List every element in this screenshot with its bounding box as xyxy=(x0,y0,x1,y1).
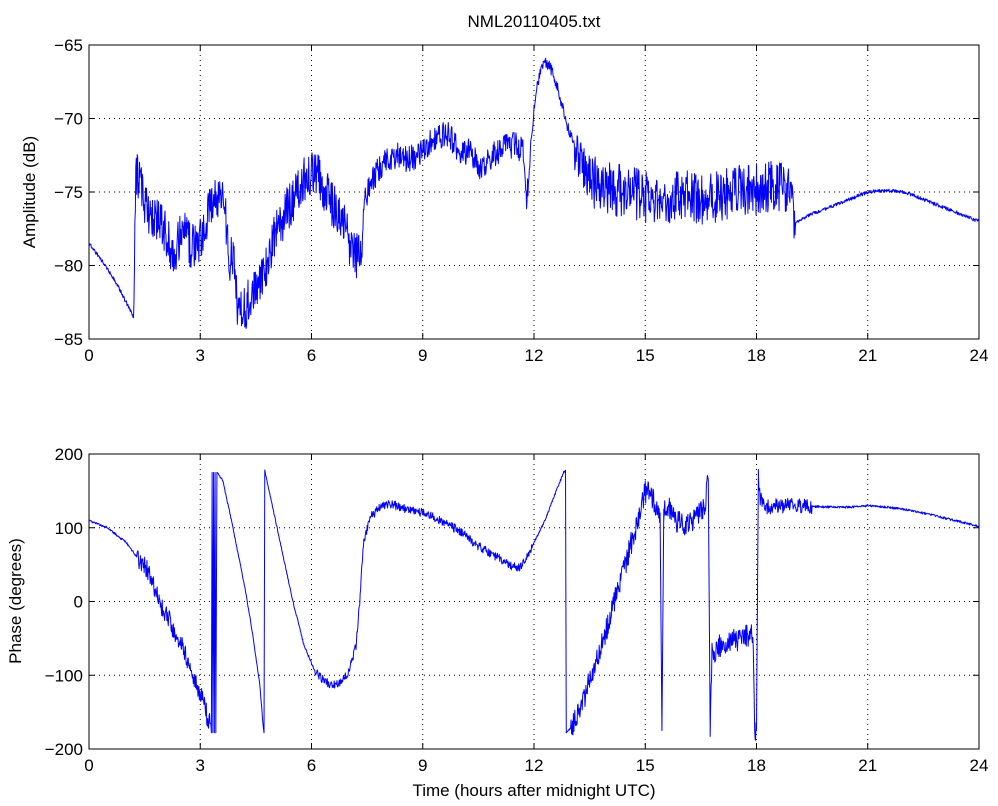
x-tick-label: 9 xyxy=(418,756,427,775)
amplitude-panel: NML20110405.txt 0 3 6 9 12 15 18 21 24 −85 −80 −75… xyxy=(20,12,988,365)
x-tick-label: 18 xyxy=(747,756,766,775)
x-tick-label: 3 xyxy=(196,346,205,365)
phase-y-axis-label: Phase (degrees) xyxy=(6,538,25,664)
y-tick-label: −75 xyxy=(54,183,83,202)
amplitude-y-axis-label: Amplitude (dB) xyxy=(20,136,39,248)
x-tick-label: 3 xyxy=(196,756,205,775)
y-tick-label: −100 xyxy=(45,666,83,685)
y-tick-label: 200 xyxy=(55,445,83,464)
x-tick-label: 0 xyxy=(84,756,93,775)
phase-plot-area xyxy=(88,468,980,741)
x-tick-label: 21 xyxy=(858,346,877,365)
y-tick-label: 0 xyxy=(74,593,83,612)
x-tick-label: 15 xyxy=(636,346,655,365)
phase-x-axis-label: Time (hours after midnight UTC) xyxy=(412,781,655,800)
x-tick-label: 12 xyxy=(525,346,544,365)
x-tick-label: 24 xyxy=(970,756,989,775)
x-tick-label: 12 xyxy=(525,756,544,775)
amplitude-y-tick-labels: −85 −80 −75 −70 −65 xyxy=(54,36,83,349)
y-tick-label: −80 xyxy=(54,257,83,276)
y-tick-label: −200 xyxy=(45,740,83,759)
amplitude-series-line xyxy=(88,57,980,329)
x-tick-label: 6 xyxy=(307,756,316,775)
phase-x-tick-labels: 0 3 6 9 12 15 18 21 24 xyxy=(84,756,988,775)
x-tick-label: 9 xyxy=(418,346,427,365)
amplitude-grid xyxy=(89,45,979,339)
y-tick-label: 100 xyxy=(55,519,83,538)
x-tick-label: 6 xyxy=(307,346,316,365)
y-tick-label: −70 xyxy=(54,110,83,129)
x-tick-label: 18 xyxy=(747,346,766,365)
x-tick-label: 21 xyxy=(858,756,877,775)
amplitude-ticks xyxy=(88,44,980,340)
phase-ticks xyxy=(88,453,980,750)
phase-y-tick-labels: −200 −100 0 100 200 xyxy=(45,445,83,759)
phase-series-line xyxy=(88,468,980,741)
x-tick-label: 24 xyxy=(970,346,989,365)
amplitude-x-tick-labels: 0 3 6 9 12 15 18 21 24 xyxy=(84,346,988,365)
y-tick-label: −85 xyxy=(54,330,83,349)
amplitude-plot-area xyxy=(88,57,980,329)
phase-panel: 0 3 6 9 12 15 18 21 24 −200 −100 0 100 200 Phase (de… xyxy=(6,445,988,800)
y-tick-label: −65 xyxy=(54,36,83,55)
x-tick-label: 15 xyxy=(636,756,655,775)
chart-title: NML20110405.txt xyxy=(468,12,601,31)
x-tick-label: 0 xyxy=(84,346,93,365)
